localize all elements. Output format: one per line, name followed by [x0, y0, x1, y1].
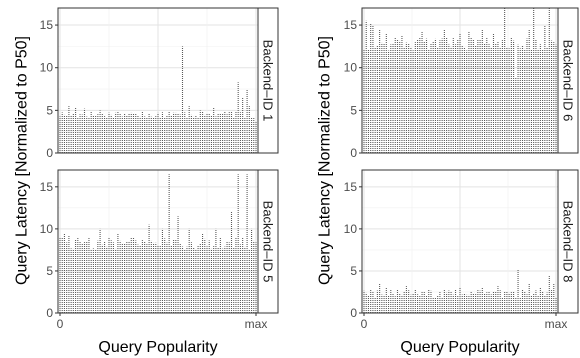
- y-tick-label: 10: [40, 222, 54, 236]
- y-axis-title-right: Query Latency [Normalized to P50]: [317, 36, 334, 285]
- y-tick-label: 15: [40, 180, 54, 194]
- facet-panel: Backend–ID 5 0 5 10 15 0 max: [40, 169, 279, 331]
- y-tick-label: 0: [46, 306, 53, 320]
- x-tick-label: 0: [57, 317, 64, 331]
- y-tick-label: 10: [344, 222, 358, 236]
- y-tick-label: 5: [350, 264, 357, 278]
- x-axis-title-right: Query Popularity: [400, 339, 519, 356]
- facet-panel: Backend–ID 8 0 5 10 15 0 max: [344, 169, 579, 331]
- bar-series: [363, 8, 557, 153]
- y-tick-label: 5: [46, 103, 53, 117]
- y-tick-label: 15: [344, 18, 358, 32]
- facet-label: Backend–ID 6: [561, 40, 576, 122]
- strip-background: [257, 7, 279, 154]
- x-tick-label: max: [245, 317, 268, 331]
- y-tick-label: 5: [350, 103, 357, 117]
- y-tick-label: 0: [46, 146, 53, 160]
- x-tick-label: 0: [361, 317, 368, 331]
- y-tick-label: 10: [40, 61, 54, 75]
- strip-background: [557, 169, 579, 314]
- facet-label: Backend–ID 5: [261, 201, 276, 283]
- x-tick-label: max: [545, 317, 568, 331]
- x-axis-title-left: Query Popularity: [98, 339, 217, 356]
- y-tick-label: 0: [350, 306, 357, 320]
- y-tick-label: 15: [344, 180, 358, 194]
- facet-label: Backend–ID 1: [261, 40, 276, 122]
- y-tick-label: 15: [40, 18, 54, 32]
- facet-panel: Backend–ID 6 0 5 10 15: [344, 7, 579, 160]
- y-tick-label: 0: [350, 146, 357, 160]
- bar-series: [59, 174, 257, 313]
- facet-panel: Backend–ID 1 0 5 10 15: [40, 7, 279, 160]
- facet-label: Backend–ID 8: [561, 201, 576, 283]
- strip-background: [257, 169, 279, 314]
- bar-series: [59, 46, 257, 153]
- strip-background: [557, 7, 579, 154]
- y-tick-label: 10: [344, 61, 358, 75]
- y-axis-title-left: Query Latency [Normalized to P50]: [14, 36, 31, 285]
- bar-series: [363, 269, 557, 313]
- y-tick-label: 5: [46, 264, 53, 278]
